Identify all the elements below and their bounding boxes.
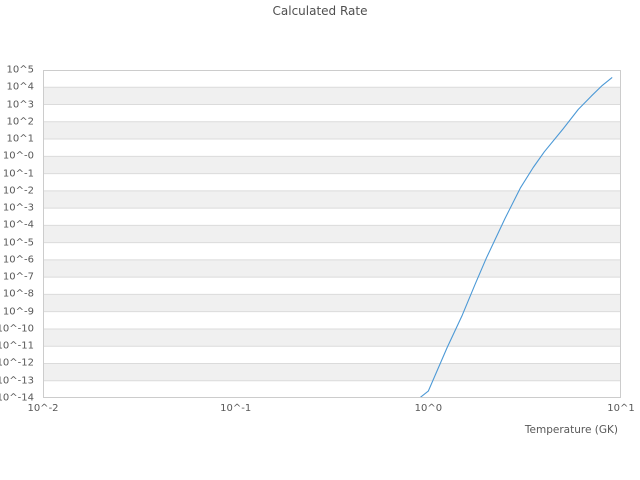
x-axis-tick-label: 10^1 [607, 403, 635, 414]
grid-band [43, 311, 621, 329]
y-axis-tick-label: 10^-2 [2, 185, 34, 197]
grid-band [43, 346, 621, 364]
grid-band [43, 259, 621, 278]
y-axis-tick-label: 10^3 [6, 99, 34, 111]
plot-border [43, 70, 621, 398]
x-axis-tick-label: 10^-1 [220, 403, 252, 414]
grid-band [43, 121, 621, 140]
grid-band [43, 328, 621, 347]
y-axis-tick-label: 10^-11 [0, 340, 34, 352]
y-axis-tick-label: 10^-0 [2, 150, 34, 162]
y-axis-tick-label: 10^-7 [2, 271, 34, 283]
grid-band [43, 208, 621, 226]
grid-band [43, 380, 621, 398]
y-axis-tick-label: 10^-13 [0, 375, 34, 387]
grid-band [43, 70, 621, 88]
y-axis-tick-label: 10^2 [6, 116, 34, 128]
grid-band [43, 294, 621, 312]
y-axis-tick-label: 10^1 [6, 133, 34, 145]
grid-band [43, 87, 621, 105]
grid-band [43, 277, 621, 295]
grid-band [43, 104, 621, 122]
grid-band [43, 156, 621, 174]
grid-band [43, 363, 621, 381]
y-axis-tick-label: 10^-4 [2, 219, 34, 231]
y-axis-tick-label: 10^-9 [2, 306, 34, 318]
y-axis-tick-label: 10^-1 [2, 168, 34, 180]
x-axis-tick-label: 10^-2 [27, 403, 59, 414]
x-axis-tick-label: 10^0 [414, 403, 443, 414]
y-axis-tick-label: 10^-14 [0, 392, 34, 404]
y-axis-tick-label: 10^-5 [2, 237, 34, 249]
y-axis-tick-label: 10^-6 [2, 254, 34, 266]
y-axis-tick-label: 10^-10 [0, 323, 34, 335]
chart-title: Calculated Rate [272, 4, 368, 18]
y-axis-tick-label: 10^5 [6, 64, 34, 76]
grid-band [43, 225, 621, 243]
rate-curve [419, 76, 613, 398]
grid-band [43, 139, 621, 157]
grid-band [43, 242, 621, 260]
x-axis-title: Temperature (GK) [524, 424, 618, 436]
grid-band [43, 190, 621, 209]
y-axis-tick-label: 10^-8 [2, 288, 34, 300]
y-axis-tick-label: 10^-3 [2, 202, 34, 214]
y-axis-tick-label: 10^-12 [0, 357, 34, 369]
plot-area [43, 70, 621, 398]
y-axis-tick-label: 10^4 [6, 81, 34, 93]
plot-svg [43, 70, 621, 398]
grid-band [43, 173, 621, 191]
